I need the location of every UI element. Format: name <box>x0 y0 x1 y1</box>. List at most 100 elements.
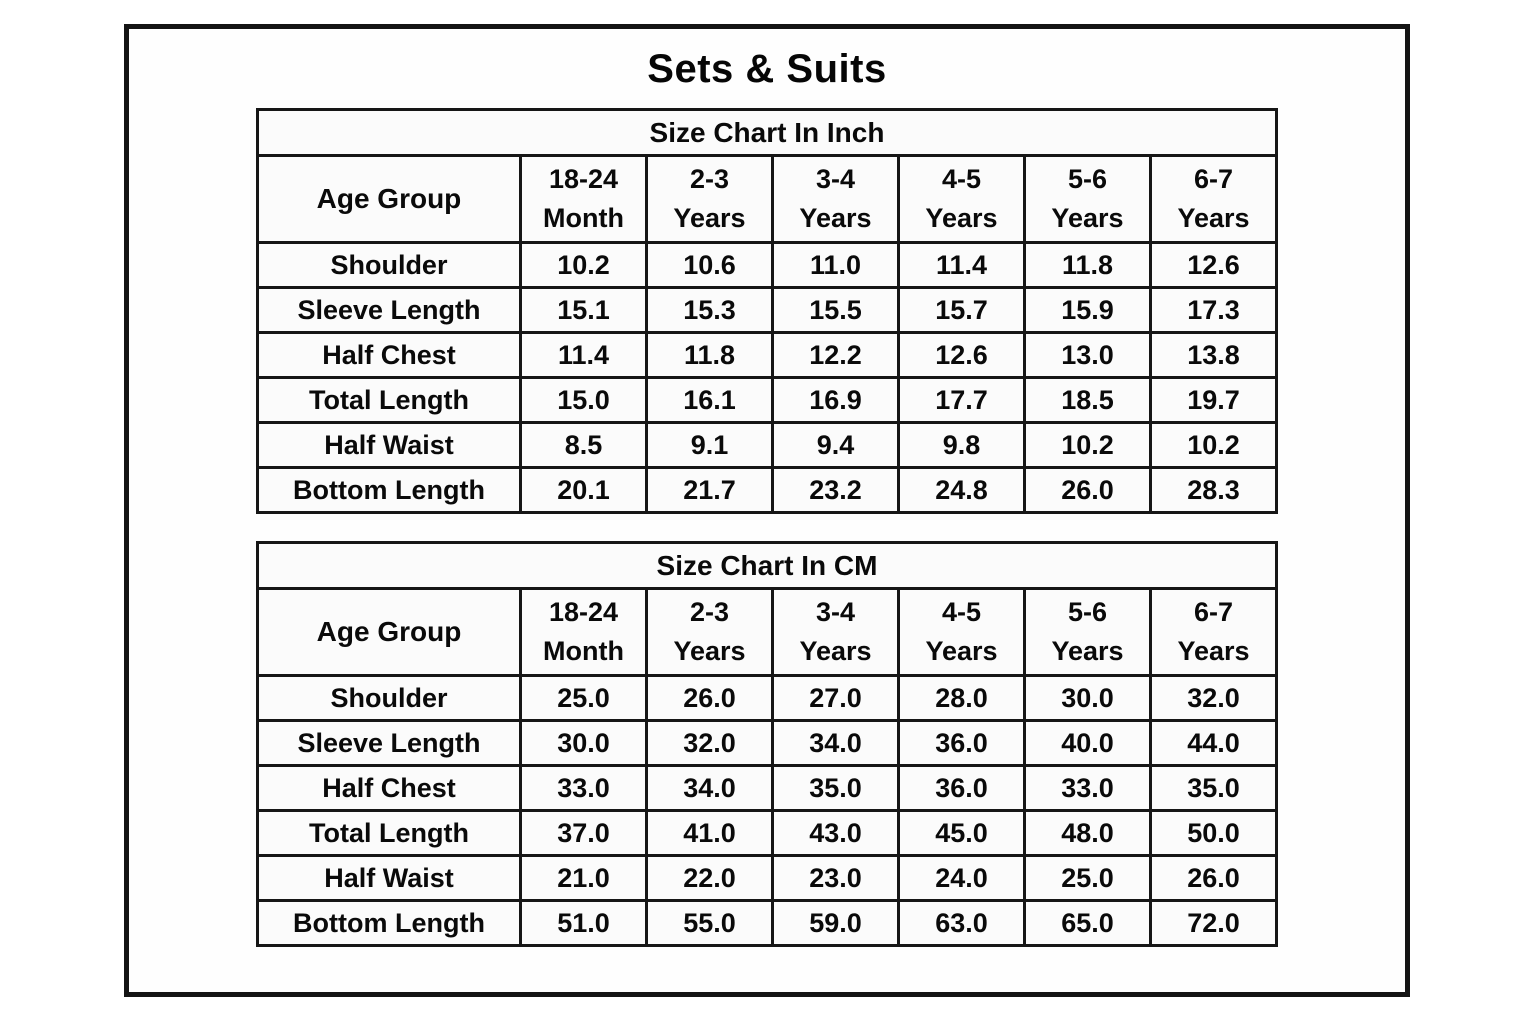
cell-value: 15.5 <box>770 286 900 334</box>
cell-value: 17.7 <box>896 376 1026 424</box>
column-header: 2-3 Years <box>644 154 774 244</box>
row-label: Sleeve Length <box>255 719 522 767</box>
cell-value: 26.0 <box>644 674 774 722</box>
table-row: Shoulder 10.2 10.6 11.0 11.4 11.8 12.6 <box>255 241 1279 289</box>
cell-value: 15.0 <box>518 376 648 424</box>
row-label: Total Length <box>255 376 522 424</box>
cell-value: 24.8 <box>896 466 1026 514</box>
table-row: Half Waist 21.0 22.0 23.0 24.0 25.0 26.0 <box>255 854 1279 902</box>
cell-value: 11.8 <box>1022 241 1152 289</box>
cell-value: 72.0 <box>1148 899 1279 947</box>
cell-value: 30.0 <box>518 719 648 767</box>
cell-value: 51.0 <box>518 899 648 947</box>
column-header: 5-6 Years <box>1022 587 1152 677</box>
cell-value: 17.3 <box>1148 286 1279 334</box>
table-row: Bottom Length 20.1 21.7 23.2 24.8 26.0 28.3 <box>255 466 1279 514</box>
cell-value: 16.9 <box>770 376 900 424</box>
cell-value: 34.0 <box>770 719 900 767</box>
row-label: Bottom Length <box>255 899 522 947</box>
cell-value: 16.1 <box>644 376 774 424</box>
cell-value: 40.0 <box>1022 719 1152 767</box>
column-header: 5-6 Years <box>1022 154 1152 244</box>
table-title: Size Chart In CM <box>255 541 1279 590</box>
table-row: Total Length 15.0 16.1 16.9 17.7 18.5 19.7 <box>255 376 1279 424</box>
row-label: Half Chest <box>255 331 522 379</box>
table-title: Size Chart In Inch <box>255 108 1279 157</box>
cell-value: 50.0 <box>1148 809 1279 857</box>
cell-value: 33.0 <box>518 764 648 812</box>
cell-value: 20.1 <box>518 466 648 514</box>
table-row: Shoulder 25.0 26.0 27.0 28.0 30.0 32.0 <box>255 674 1279 722</box>
cell-value: 28.3 <box>1148 466 1279 514</box>
cell-value: 10.2 <box>518 241 648 289</box>
row-label: Shoulder <box>255 241 522 289</box>
cell-value: 35.0 <box>1148 764 1279 812</box>
cell-value: 21.7 <box>644 466 774 514</box>
column-header: 6-7 Years <box>1148 587 1279 677</box>
cell-value: 11.8 <box>644 331 774 379</box>
header-row: Age Group 18-24 Month 2-3 Years 3-4 Years 4-… <box>255 587 1279 677</box>
header-row: Age Group 18-24 Month 2-3 Years 3-4 Years 4-… <box>255 154 1279 244</box>
column-header: 6-7 Years <box>1148 154 1279 244</box>
age-group-header: Age Group <box>255 154 522 244</box>
row-label: Sleeve Length <box>255 286 522 334</box>
cell-value: 27.0 <box>770 674 900 722</box>
row-label: Shoulder <box>255 674 522 722</box>
table-title-row: Size Chart In CM <box>255 541 1279 590</box>
cell-value: 35.0 <box>770 764 900 812</box>
table-row: Sleeve Length 30.0 32.0 34.0 36.0 40.0 44.0 <box>255 719 1279 767</box>
table-row: Sleeve Length 15.1 15.3 15.5 15.7 15.9 17.3 <box>255 286 1279 334</box>
column-header: 18-24 Month <box>518 587 648 677</box>
cell-value: 10.2 <box>1148 421 1279 469</box>
cell-value: 32.0 <box>1148 674 1279 722</box>
cell-value: 23.0 <box>770 854 900 902</box>
cell-value: 34.0 <box>644 764 774 812</box>
cell-value: 11.0 <box>770 241 900 289</box>
cell-value: 21.0 <box>518 854 648 902</box>
cell-value: 15.3 <box>644 286 774 334</box>
cell-value: 33.0 <box>1022 764 1152 812</box>
size-table-cm: Size Chart In CM Age Group 18-24 Month 2-3 … <box>255 541 1279 947</box>
cell-value: 26.0 <box>1022 466 1152 514</box>
cell-value: 59.0 <box>770 899 900 947</box>
cell-value: 25.0 <box>1022 854 1152 902</box>
cell-value: 15.7 <box>896 286 1026 334</box>
cell-value: 55.0 <box>644 899 774 947</box>
cell-value: 11.4 <box>896 241 1026 289</box>
cell-value: 24.0 <box>896 854 1026 902</box>
table-row: Half Chest 11.4 11.8 12.2 12.6 13.0 13.8 <box>255 331 1279 379</box>
cell-value: 41.0 <box>644 809 774 857</box>
column-header: 3-4 Years <box>770 154 900 244</box>
cell-value: 22.0 <box>644 854 774 902</box>
row-label: Half Waist <box>255 421 522 469</box>
cell-value: 8.5 <box>518 421 648 469</box>
row-label: Total Length <box>255 809 522 857</box>
column-header: 18-24 Month <box>518 154 648 244</box>
cell-value: 36.0 <box>896 719 1026 767</box>
column-header: 2-3 Years <box>644 587 774 677</box>
cell-value: 30.0 <box>1022 674 1152 722</box>
size-table-inch: Size Chart In Inch Age Group 18-24 Month 2-… <box>255 108 1279 514</box>
cell-value: 26.0 <box>1148 854 1279 902</box>
cell-value: 37.0 <box>518 809 648 857</box>
cell-value: 25.0 <box>518 674 648 722</box>
row-label: Half Waist <box>255 854 522 902</box>
row-label: Half Chest <box>255 764 522 812</box>
cell-value: 43.0 <box>770 809 900 857</box>
cell-value: 11.4 <box>518 331 648 379</box>
cell-value: 44.0 <box>1148 719 1279 767</box>
row-label: Bottom Length <box>255 466 522 514</box>
cell-value: 15.9 <box>1022 286 1152 334</box>
page-title: Sets & Suits <box>647 47 887 91</box>
age-group-header: Age Group <box>255 587 522 677</box>
cell-value: 15.1 <box>518 286 648 334</box>
cell-value: 65.0 <box>1022 899 1152 947</box>
cell-value: 32.0 <box>644 719 774 767</box>
cell-value: 13.0 <box>1022 331 1152 379</box>
cell-value: 63.0 <box>896 899 1026 947</box>
cell-value: 13.8 <box>1148 331 1279 379</box>
cell-value: 18.5 <box>1022 376 1152 424</box>
cell-value: 12.6 <box>1148 241 1279 289</box>
outer-frame: Sets & Suits Size Chart In Inch Age Group… <box>124 24 1410 997</box>
